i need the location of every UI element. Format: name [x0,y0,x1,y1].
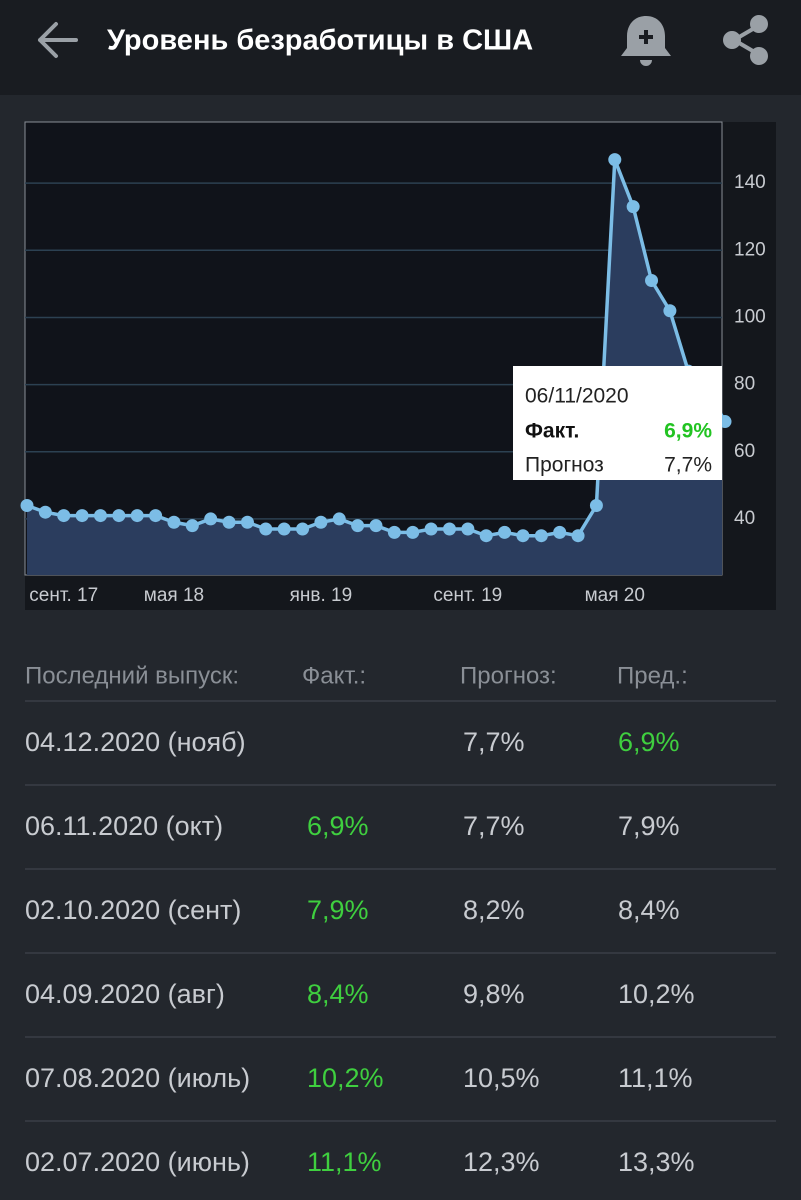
x-tick-label: сент. 19 [433,585,502,606]
table-cell: 12,3% [463,1147,540,1177]
table-cell: 6,9% [618,727,680,757]
table-cell: 7,7% [463,727,525,757]
data-point [461,522,475,536]
page-title: Уровень безработицы в США [107,25,533,57]
table-cell: 8,2% [463,895,525,925]
data-point [75,509,89,523]
table-cell: 11,1% [618,1063,693,1093]
y-tick-label: 40 [734,508,755,529]
table-cell: 06.11.2020 (окт) [25,811,223,841]
data-point [589,498,603,512]
table-cell: 7,7% [463,811,525,841]
plus-icon [639,30,653,44]
data-point [406,525,420,539]
share-dot [723,31,741,49]
data-point [20,498,34,512]
y-tick-label: 60 [734,441,755,462]
table-cell: 7,9% [307,895,369,925]
data-point [38,505,52,519]
y-tick-label: 80 [734,374,755,395]
area [27,159,722,575]
table-cell: 11,1% [307,1147,382,1177]
data-point [314,515,328,529]
data-point [424,522,438,536]
tooltip-forecast: 7,7% [664,454,712,477]
back-button[interactable] [38,22,78,58]
tooltip-date: 06/11/2020 [525,385,629,408]
table-cell: 10,2% [307,1063,384,1093]
share-dot [750,15,768,33]
tooltip [513,366,722,480]
table-header: Факт.: [302,662,366,689]
data-point [553,525,567,539]
data-point [93,509,107,523]
table-cell: 13,3% [618,1147,695,1177]
table-header: Прогноз: [460,662,557,689]
table-header: Пред.: [617,662,688,689]
y-tick-label: 100 [734,306,766,327]
table-cell: 8,4% [618,895,680,925]
data-point [571,529,585,543]
data-point [296,522,310,536]
data-point [222,515,236,529]
tooltip-actual: 6,9% [664,420,712,443]
x-tick-label: мая 20 [585,585,645,606]
table-cell: 04.09.2020 (авг) [25,979,225,1009]
data-point [112,509,126,523]
data-point [149,509,163,523]
data-point [369,519,383,533]
x-tick-label: мая 18 [144,585,204,606]
table-cell: 04.12.2020 (нояб) [25,727,246,757]
x-tick-label: янв. 19 [290,585,353,606]
data-point [442,522,456,536]
tooltip-actual-label: Факт. [525,420,579,443]
data-point [204,512,218,526]
data-point [479,529,493,543]
data-point [167,515,181,529]
table-cell: 07.08.2020 (июль) [25,1063,250,1093]
share-dot [750,47,768,65]
data-point [516,529,530,543]
data-point [277,522,291,536]
data-point [387,525,401,539]
data-point [259,522,273,536]
data-point [498,525,512,539]
table-cell: 10,5% [463,1063,540,1093]
data-point [534,529,548,543]
x-tick-label: сент. 17 [29,585,98,606]
table-cell: 8,4% [307,979,369,1009]
table-cell: 9,8% [463,979,525,1009]
share-button[interactable] [723,15,768,65]
tooltip-forecast-label: Прогноз [525,454,604,477]
table-cell: 02.07.2020 (июнь) [25,1147,250,1177]
data-point [185,519,199,533]
data-point [351,519,365,533]
data-point [626,200,640,214]
table-cell: 02.10.2020 (сент) [25,895,241,925]
table-header: Последний выпуск: [25,662,239,689]
data-point [130,509,144,523]
table-cell: 7,9% [618,811,680,841]
y-tick-label: 140 [734,172,766,193]
data-point [645,273,659,287]
table-cell: 10,2% [618,979,695,1009]
data-point [240,515,254,529]
table-cell: 6,9% [307,811,369,841]
alert-button[interactable] [621,16,671,66]
back-icon [38,22,78,58]
data-point [663,304,677,318]
app-bar [0,0,801,95]
data-point [608,153,622,167]
data-point [57,509,71,523]
y-tick-label: 120 [734,239,766,260]
data-point [332,512,346,526]
